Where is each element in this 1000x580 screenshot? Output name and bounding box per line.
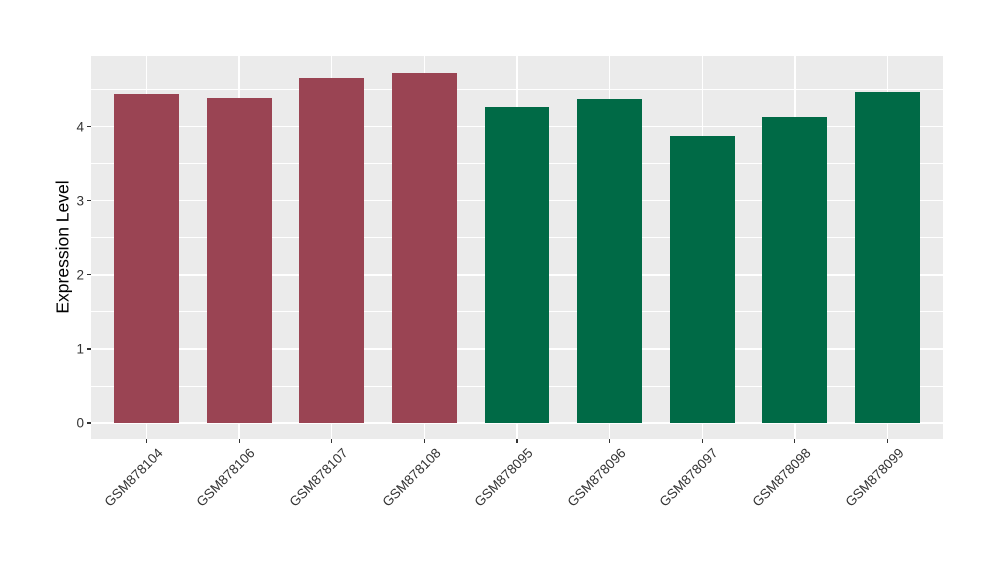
x-tick-mark-GSM878104: [145, 439, 148, 443]
bar-GSM878095: [484, 106, 550, 423]
y-tick-mark-0: [87, 422, 91, 424]
y-axis-title: Expression Level: [52, 180, 73, 314]
bar-GSM878108: [391, 73, 457, 423]
x-tick-label-GSM878095: GSM878095: [471, 445, 536, 510]
y-tick-label-0: 0: [76, 415, 84, 431]
x-tick-mark-GSM878107: [331, 439, 333, 443]
x-tick-mark-GSM878097: [701, 439, 703, 443]
bar-GSM878097: [669, 136, 735, 423]
y-tick-mark-1: [87, 348, 91, 350]
x-tick-label-GSM878108: GSM878108: [379, 445, 444, 510]
bar-GSM878099: [855, 91, 920, 423]
x-tick-label-GSM878104: GSM878104: [101, 445, 166, 510]
x-tick-label-GSM878097: GSM878097: [656, 445, 722, 510]
x-tick-mark-GSM878108: [423, 439, 426, 443]
y-tick-mark-4: [87, 125, 91, 128]
y-tick-label-3: 3: [76, 192, 84, 208]
x-tick-mark-GSM878099: [886, 439, 889, 443]
x-tick-label-GSM878099: GSM878099: [842, 445, 907, 510]
bar-GSM878096: [577, 99, 642, 423]
x-tick-label-GSM878106: GSM878106: [193, 445, 259, 510]
y-tick-label-4: 4: [76, 118, 84, 134]
bar-GSM878104: [114, 93, 179, 423]
x-tick-mark-GSM878098: [794, 439, 796, 443]
x-tick-mark-GSM878106: [238, 439, 240, 443]
x-tick-label-GSM878096: GSM878096: [564, 445, 629, 510]
bar-GSM878106: [206, 98, 272, 423]
plot-panel: [91, 56, 943, 439]
x-tick-mark-GSM878096: [608, 439, 611, 443]
x-tick-label-GSM878098: GSM878098: [749, 445, 814, 510]
y-tick-mark-2: [87, 274, 91, 276]
y-tick-label-2: 2: [76, 267, 84, 283]
bar-GSM878107: [299, 77, 365, 423]
y-tick-label-1: 1: [76, 341, 84, 357]
y-tick-mark-3: [87, 200, 91, 202]
x-tick-label-GSM878107: GSM878107: [286, 445, 351, 510]
bar-GSM878098: [762, 116, 828, 423]
x-tick-mark-GSM878095: [516, 439, 518, 443]
